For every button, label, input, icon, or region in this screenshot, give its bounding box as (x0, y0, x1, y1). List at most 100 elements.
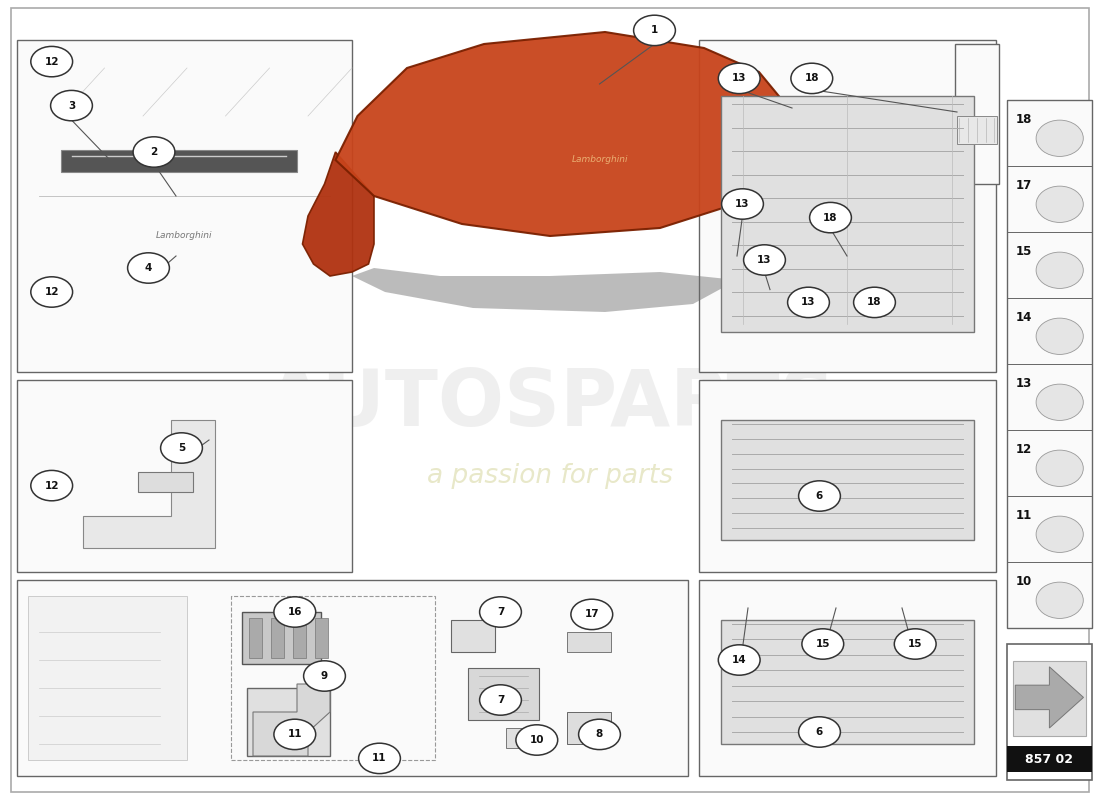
Polygon shape (302, 152, 374, 276)
Circle shape (718, 63, 760, 94)
Circle shape (480, 597, 521, 627)
Text: 17: 17 (1015, 179, 1032, 192)
Circle shape (722, 189, 763, 219)
Text: Lamborghini: Lamborghini (156, 231, 212, 241)
Circle shape (516, 725, 558, 755)
Text: 14: 14 (1015, 311, 1032, 324)
Text: 13: 13 (801, 298, 816, 307)
Text: a passion for parts: a passion for parts (427, 463, 673, 489)
Bar (293, 618, 306, 658)
Polygon shape (352, 268, 737, 312)
Polygon shape (82, 420, 214, 548)
Text: 15: 15 (908, 639, 923, 649)
Text: 12: 12 (44, 57, 59, 66)
Bar (248, 688, 330, 756)
Circle shape (51, 90, 92, 121)
Bar (698, 580, 996, 776)
Bar (28, 596, 187, 760)
Ellipse shape (1036, 516, 1084, 553)
Text: 4: 4 (145, 263, 152, 273)
Bar (720, 96, 974, 332)
Bar (60, 150, 297, 172)
Text: 14: 14 (732, 655, 747, 665)
Ellipse shape (1036, 450, 1084, 486)
Text: 10: 10 (1015, 574, 1032, 588)
Bar (720, 420, 974, 540)
Ellipse shape (1036, 582, 1084, 618)
Circle shape (274, 719, 316, 750)
Text: AUTOSPARTS: AUTOSPARTS (264, 366, 836, 442)
Bar (231, 596, 434, 760)
Bar (957, 116, 997, 144)
Bar (566, 632, 610, 652)
Text: 13: 13 (732, 74, 747, 83)
Circle shape (480, 685, 521, 715)
Text: 857 02: 857 02 (1025, 753, 1074, 766)
Text: 13: 13 (1015, 377, 1032, 390)
Bar (16, 40, 352, 372)
Circle shape (788, 287, 829, 318)
Circle shape (799, 717, 840, 747)
Bar (698, 380, 996, 572)
Text: 17: 17 (584, 610, 600, 619)
Circle shape (579, 719, 620, 750)
Bar (698, 40, 996, 372)
Ellipse shape (1036, 318, 1084, 354)
Circle shape (718, 645, 760, 675)
Circle shape (31, 277, 73, 307)
Text: 7: 7 (497, 695, 504, 705)
Text: 8: 8 (596, 730, 603, 739)
Bar (720, 620, 974, 744)
Text: 6: 6 (816, 727, 823, 737)
Circle shape (799, 481, 840, 511)
Polygon shape (253, 684, 330, 756)
Bar (315, 618, 328, 658)
Bar (16, 580, 688, 776)
Text: 6: 6 (816, 491, 823, 501)
Circle shape (744, 245, 785, 275)
Bar (566, 712, 610, 744)
Text: 18: 18 (823, 213, 838, 222)
Circle shape (31, 470, 73, 501)
Text: 2: 2 (151, 147, 157, 157)
Text: 18: 18 (1015, 113, 1032, 126)
Text: 11: 11 (372, 754, 387, 763)
Bar (1006, 746, 1092, 772)
Bar (242, 612, 321, 664)
Bar (271, 618, 284, 658)
Circle shape (128, 253, 169, 283)
Bar (955, 44, 999, 184)
Text: 7: 7 (497, 607, 504, 617)
Bar (451, 620, 495, 652)
Circle shape (274, 597, 316, 627)
Text: 9: 9 (321, 671, 328, 681)
Bar (506, 728, 534, 748)
Text: 10: 10 (529, 735, 544, 745)
Text: 13: 13 (757, 255, 772, 265)
Text: 13: 13 (735, 199, 750, 209)
Text: 5: 5 (178, 443, 185, 453)
Polygon shape (336, 32, 792, 236)
Ellipse shape (1036, 384, 1084, 421)
Polygon shape (1015, 666, 1084, 728)
Text: 11: 11 (1015, 509, 1032, 522)
Bar (1013, 661, 1086, 736)
Circle shape (304, 661, 345, 691)
Circle shape (802, 629, 844, 659)
Circle shape (571, 599, 613, 630)
Circle shape (810, 202, 851, 233)
Text: 1: 1 (651, 26, 658, 35)
Text: 16: 16 (287, 607, 303, 617)
Text: 15: 15 (1015, 245, 1032, 258)
Text: 12: 12 (44, 287, 59, 297)
Ellipse shape (1036, 252, 1084, 289)
Circle shape (634, 15, 675, 46)
Circle shape (161, 433, 202, 463)
Text: 18: 18 (804, 74, 820, 83)
Circle shape (133, 137, 175, 167)
Bar (1006, 100, 1092, 628)
Circle shape (359, 743, 400, 774)
Bar (249, 618, 262, 658)
Text: 15: 15 (815, 639, 830, 649)
Ellipse shape (1036, 120, 1084, 157)
